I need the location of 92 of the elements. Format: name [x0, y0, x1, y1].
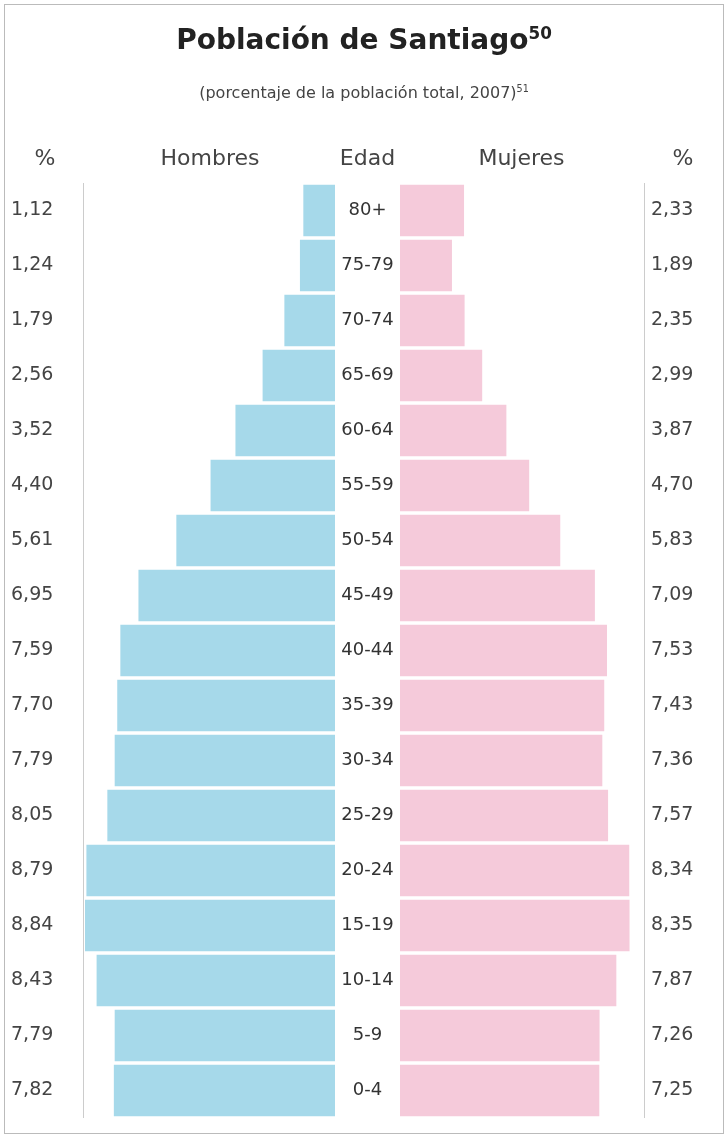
- y-tick-label: 15-19: [341, 913, 394, 935]
- x-axis-title: %: [33, 145, 57, 170]
- bar: [96, 954, 335, 1007]
- y-tick-label: 50-54: [341, 528, 394, 550]
- text: Hombres: [159, 145, 261, 170]
- bar: [400, 844, 630, 897]
- bar: [262, 349, 335, 402]
- series-label: Mujeres: [477, 145, 566, 170]
- bar: [86, 844, 335, 897]
- data-label: 1,24: [11, 252, 54, 275]
- data-label: 2,35: [651, 307, 694, 330]
- data-label: 4,40: [11, 472, 54, 495]
- bar: [299, 239, 335, 292]
- bar: [400, 789, 609, 842]
- bar: [400, 404, 507, 457]
- data-label: 8,35: [651, 912, 694, 935]
- y-tick-label: 55-59: [341, 473, 394, 495]
- bar: [284, 294, 335, 347]
- bar: [400, 514, 561, 567]
- y-tick-label: 40-44: [341, 638, 394, 660]
- bar: [400, 349, 483, 402]
- bar: [400, 734, 603, 787]
- y-tick-label: 65-69: [341, 363, 394, 385]
- bar: [85, 899, 335, 952]
- data-label: 8,79: [11, 857, 54, 880]
- bar: [400, 184, 465, 237]
- bar: [113, 1064, 335, 1117]
- data-label: 8,34: [651, 857, 694, 880]
- y-tick-label: 0-4: [352, 1078, 383, 1100]
- data-label: 8,84: [11, 912, 54, 935]
- chart-subtitle: (porcentaje de la población total, 2007)$^{51}$: [198, 83, 530, 103]
- y-tick-label: 60-64: [341, 418, 394, 440]
- bar: [400, 624, 607, 677]
- y-tick-label: 75-79: [341, 253, 394, 275]
- bar: [303, 184, 335, 237]
- data-label: 7,36: [651, 747, 694, 770]
- data-label: 1,89: [651, 252, 694, 275]
- x-axis-title: %: [671, 145, 695, 170]
- data-label: 6,95: [11, 582, 54, 605]
- data-label: 2,99: [651, 362, 694, 385]
- bar: [114, 1009, 335, 1062]
- data-label: 4,70: [651, 472, 694, 495]
- bar: [400, 899, 630, 952]
- data-label: 8,05: [11, 802, 54, 825]
- y-tick-label: 20-24: [341, 858, 394, 880]
- y-tick-label: 45-49: [341, 583, 394, 605]
- bar: [400, 1009, 600, 1062]
- y-tick-label: 70-74: [341, 308, 394, 330]
- chart-title: Población de Santiago$^{50}$: [175, 23, 553, 57]
- data-label: 7,87: [651, 967, 694, 990]
- data-label: 3,52: [11, 417, 54, 440]
- y-tick-label: 10-14: [341, 968, 394, 990]
- data-label: 5,61: [11, 527, 54, 550]
- data-label: 7,82: [11, 1077, 54, 1100]
- y-axis-title: Edad: [338, 145, 397, 170]
- data-label: 1,79: [11, 307, 54, 330]
- bar: [400, 1064, 600, 1117]
- bar: [400, 294, 465, 347]
- data-label: 7,59: [11, 637, 54, 660]
- bar: [400, 569, 595, 622]
- data-label: 3,87: [651, 417, 694, 440]
- data-label: 7,79: [11, 1022, 54, 1045]
- bar: [400, 679, 605, 732]
- bar: [176, 514, 335, 567]
- data-label: 7,09: [651, 582, 694, 605]
- bar: [114, 734, 335, 787]
- data-label: 2,56: [11, 362, 54, 385]
- y-tick-label: 25-29: [341, 803, 394, 825]
- bar: [138, 569, 335, 622]
- data-label: 2,33: [651, 197, 694, 220]
- y-tick-label: 30-34: [341, 748, 394, 770]
- bar: [120, 624, 335, 677]
- data-label: 1,12: [11, 197, 54, 220]
- bar: [400, 459, 530, 512]
- data-label: 5,83: [651, 527, 694, 550]
- y-tick-label: 5-9: [352, 1023, 383, 1045]
- bar: [235, 404, 335, 457]
- y-tick-label: 80+: [348, 198, 387, 220]
- data-label: 7,70: [11, 692, 54, 715]
- data-label: 7,43: [651, 692, 694, 715]
- data-label: 8,43: [11, 967, 54, 990]
- bar: [400, 954, 617, 1007]
- data-label: 7,26: [651, 1022, 694, 1045]
- bar: [400, 239, 452, 292]
- bar: [210, 459, 335, 512]
- data-label: 7,53: [651, 637, 694, 660]
- y-tick-label: 35-39: [341, 693, 394, 715]
- bar: [107, 789, 335, 842]
- data-label: 7,79: [11, 747, 54, 770]
- bar: [117, 679, 335, 732]
- data-label: 7,57: [651, 802, 694, 825]
- data-label: 7,25: [651, 1077, 694, 1100]
